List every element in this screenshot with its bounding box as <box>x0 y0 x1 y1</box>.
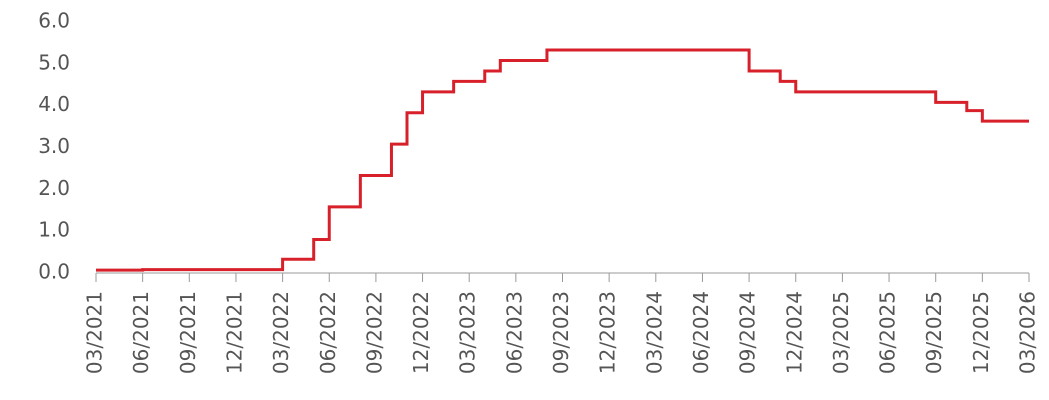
x-tick-label: 12/2024 <box>782 291 806 374</box>
x-tick-label: 06/2025 <box>876 291 900 374</box>
x-tick-label: 06/2021 <box>129 291 153 374</box>
y-tick-label: 6.0 <box>38 9 70 33</box>
x-tick-label: 03/2021 <box>83 291 107 374</box>
y-tick-label: 0.0 <box>38 260 70 284</box>
rate-line <box>96 48 1029 272</box>
x-tick-label: 09/2023 <box>549 291 573 374</box>
y-tick-label: 5.0 <box>38 50 70 74</box>
x-tick-label: 12/2022 <box>409 291 433 374</box>
y-tick-label: 3.0 <box>38 134 70 158</box>
x-tick-label: 09/2021 <box>176 291 200 374</box>
x-tick-label: 12/2021 <box>222 291 246 374</box>
x-tick-label: 06/2022 <box>316 291 340 374</box>
x-tick-label: 06/2024 <box>689 291 713 374</box>
x-tick-label: 09/2022 <box>362 291 386 374</box>
x-tick-label: 03/2023 <box>456 291 480 374</box>
x-tick-label: 06/2023 <box>502 291 526 374</box>
x-tick-label: 03/2026 <box>1016 291 1040 374</box>
x-tick-label: 12/2025 <box>969 291 993 374</box>
x-tick-label: 03/2024 <box>642 291 666 374</box>
x-tick-label: 09/2024 <box>736 291 760 374</box>
y-tick-label: 1.0 <box>38 218 70 242</box>
x-tick-label: 03/2022 <box>269 291 293 374</box>
y-tick-label: 2.0 <box>38 176 70 200</box>
x-tick-label: 12/2023 <box>596 291 620 374</box>
x-tick-label: 03/2025 <box>829 291 853 374</box>
y-tick-label: 4.0 <box>38 92 70 116</box>
x-tick-label: 09/2025 <box>922 291 946 374</box>
